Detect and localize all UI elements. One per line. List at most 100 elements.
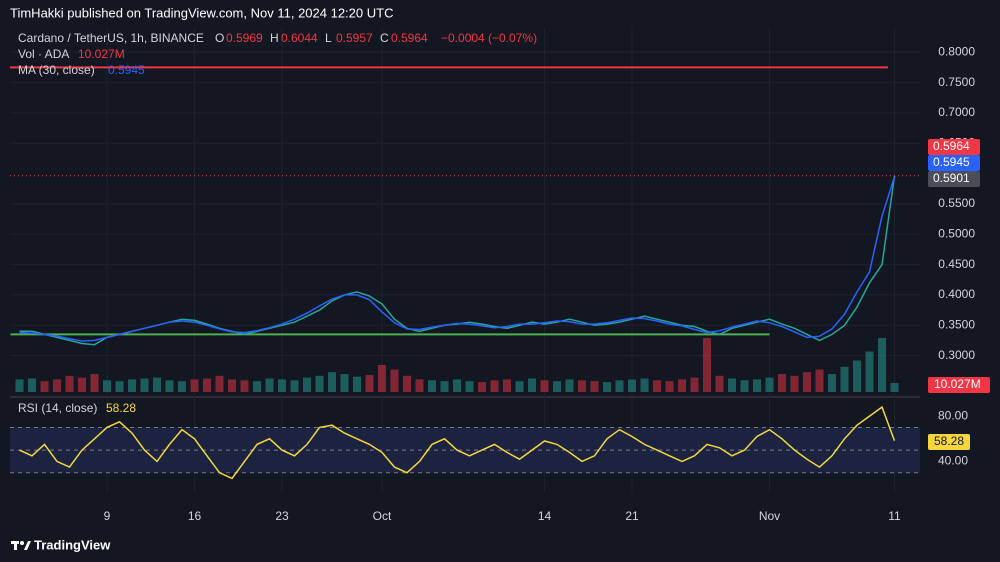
volume-bar [403, 375, 411, 392]
volume-bar [778, 374, 786, 392]
volume-bar [340, 374, 349, 392]
volume-bar [803, 372, 811, 392]
volume-bar [665, 381, 674, 392]
y-tick-label: 0.3500 [938, 317, 975, 331]
volume-label: 10.027M [934, 377, 981, 391]
volume-bar [165, 380, 174, 392]
volume-bar [653, 380, 661, 392]
volume-bar [490, 380, 499, 392]
volume-bar [878, 338, 886, 392]
volume-bar [503, 379, 511, 392]
y-tick-label: 0.4000 [938, 287, 975, 301]
x-tick-label: 11 [888, 509, 901, 523]
ohlc-label: H [270, 31, 279, 45]
volume-bar [428, 380, 436, 392]
volume-bar [278, 379, 286, 392]
brand-logo [11, 541, 31, 550]
volume-bar [53, 379, 61, 392]
price-label: 0.5964 [933, 139, 970, 153]
volume-bar [703, 338, 711, 392]
volume-bar [440, 381, 449, 392]
volume-bar [740, 380, 749, 392]
volume-bar [28, 378, 36, 392]
volume-bar [715, 375, 724, 392]
volume-bar [603, 382, 611, 392]
volume-bar [90, 374, 99, 392]
volume-bar [290, 380, 299, 392]
y-tick-label: 80.00 [938, 408, 968, 422]
volume-bar [840, 366, 849, 392]
volume-bar [528, 378, 536, 392]
ohlc-label: L [325, 31, 332, 45]
volume-bar [753, 379, 761, 392]
volume-bar [128, 379, 136, 392]
x-tick-label: Oct [373, 509, 392, 523]
rsi-legend-value: 58.28 [106, 401, 136, 415]
change: −0.0004 (−0.07%) [441, 31, 537, 45]
volume-legend: Vol · ADA [18, 47, 69, 61]
x-tick-label: 16 [188, 509, 202, 523]
volume-bar [465, 381, 474, 392]
rsi-legend: RSI (14, close) [18, 401, 97, 415]
ohlc-value: 0.5957 [336, 31, 373, 45]
symbol-title: Cardano / TetherUS, 1h, BINANCE [18, 31, 204, 45]
published-note: TimHakki published on TradingView.com, N… [10, 5, 393, 20]
series-line [19, 405, 896, 480]
price-label-box [928, 155, 980, 171]
volume-bar [78, 377, 86, 392]
volume-bar [390, 369, 399, 392]
volume-bar [253, 381, 261, 392]
volume-bar [815, 369, 824, 392]
x-tick-label: 21 [625, 509, 639, 523]
ohlc-value: 0.6044 [281, 31, 318, 45]
volume-bar [378, 365, 386, 392]
ohlc-label: C [380, 31, 389, 45]
y-tick-label: 0.8000 [938, 44, 975, 58]
y-tick-label: 40.00 [938, 454, 968, 468]
volume-bar [553, 381, 561, 392]
y-tick-label: 0.4500 [938, 257, 975, 271]
volume-bar [153, 377, 161, 392]
y-tick-label: 0.7000 [938, 105, 975, 119]
volume-bar [765, 377, 774, 392]
volume-bar [140, 378, 149, 392]
volume-bar [540, 380, 549, 392]
ma-legend: MA (30, close) [18, 63, 95, 77]
volume-bar [353, 376, 361, 392]
brand: TradingView [34, 537, 111, 552]
volume-bar [40, 381, 49, 392]
volume-bar [103, 380, 111, 392]
volume-bar [515, 381, 524, 392]
rsi-band [10, 427, 920, 473]
volume-bar [565, 379, 574, 392]
series-line [19, 176, 896, 342]
volume-bar [678, 379, 686, 392]
volume-bar [478, 382, 486, 392]
volume-bar [203, 378, 211, 392]
price-label: 0.5901 [933, 171, 970, 185]
volume-bar [790, 375, 799, 392]
volume-bar [15, 379, 24, 392]
volume-bar [215, 375, 224, 392]
rsi-label: 58.28 [934, 434, 964, 448]
volume-bar [65, 375, 74, 392]
volume-bar [265, 378, 274, 392]
volume-bar [628, 379, 636, 392]
volume-bar [890, 382, 899, 392]
ohlc-value: 0.5969 [226, 31, 263, 45]
ma-legend-value: 0.5945 [108, 63, 145, 77]
volume-bar [115, 381, 124, 392]
x-tick-label: 23 [275, 509, 289, 523]
volume-bar [828, 374, 836, 392]
volume-bar [615, 380, 624, 392]
volume-bar [728, 378, 736, 392]
y-tick-label: 0.5500 [938, 196, 975, 210]
volume-bar [303, 377, 311, 392]
volume-bar [228, 379, 236, 392]
rsi-label-box [928, 434, 970, 450]
x-tick-label: 9 [104, 509, 111, 523]
volume-bar [453, 379, 461, 392]
